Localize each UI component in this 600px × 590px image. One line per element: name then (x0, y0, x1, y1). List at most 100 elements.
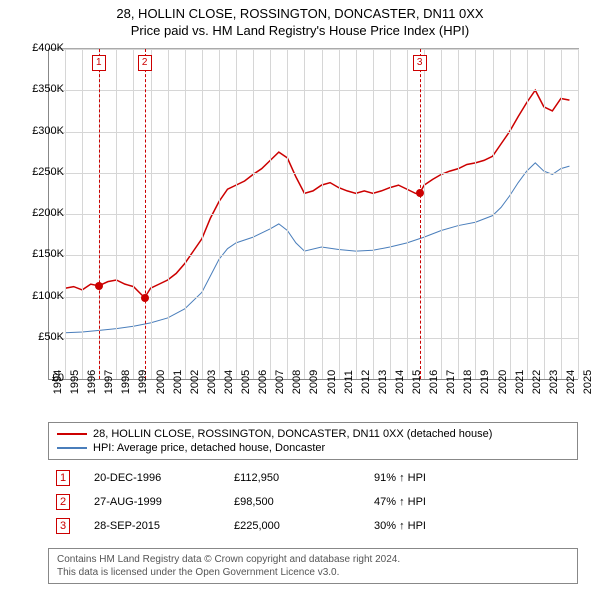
x-axis-label: 2024 (565, 370, 577, 394)
footer-line1: Contains HM Land Registry data © Crown c… (57, 553, 569, 566)
y-axis-label: £300K (4, 125, 64, 137)
gridline-v (493, 49, 494, 379)
legend-item: 28, HOLLIN CLOSE, ROSSINGTON, DONCASTER,… (57, 427, 569, 441)
legend-swatch (57, 447, 87, 449)
x-axis-label: 1994 (52, 370, 64, 394)
event-row-num: 3 (56, 518, 70, 534)
x-axis-label: 2012 (360, 370, 372, 394)
gridline-v (544, 49, 545, 379)
gridline-v (424, 49, 425, 379)
gridline-h (48, 132, 578, 133)
gridline-h (48, 49, 578, 50)
event-marker-box: 2 (138, 55, 152, 71)
gridline-v (287, 49, 288, 379)
y-axis-label: £50K (4, 331, 64, 343)
chart-title: 28, HOLLIN CLOSE, ROSSINGTON, DONCASTER,… (0, 0, 600, 40)
x-axis-label: 2015 (411, 370, 423, 394)
x-axis-label: 2004 (223, 370, 235, 394)
gridline-v (236, 49, 237, 379)
gridline-v (82, 49, 83, 379)
y-axis-label: £150K (4, 248, 64, 260)
y-axis-label: £400K (4, 42, 64, 54)
event-marker-dot (141, 294, 149, 302)
x-axis-label: 2002 (189, 370, 201, 394)
legend-label: 28, HOLLIN CLOSE, ROSSINGTON, DONCASTER,… (93, 428, 492, 440)
gridline-v (185, 49, 186, 379)
event-row-hpi: 47% ↑ HPI (374, 496, 514, 508)
gridline-v (561, 49, 562, 379)
gridline-h (48, 297, 578, 298)
gridline-v (475, 49, 476, 379)
title-line1: 28, HOLLIN CLOSE, ROSSINGTON, DONCASTER,… (0, 6, 600, 23)
event-row-hpi: 30% ↑ HPI (374, 520, 514, 532)
gridline-h (48, 173, 578, 174)
y-axis-label: £100K (4, 290, 64, 302)
event-marker-box: 3 (413, 55, 427, 71)
gridline-v (304, 49, 305, 379)
gridline-v (458, 49, 459, 379)
y-axis-label: £250K (4, 166, 64, 178)
plot-area: 1 2 3 (48, 48, 579, 379)
gridline-v (356, 49, 357, 379)
gridline-v (168, 49, 169, 379)
gridline-v (578, 49, 579, 379)
event-marker-line (145, 49, 146, 379)
events-table: 1 20-DEC-1996£112,95091% ↑ HPI 227-AUG-199… (48, 466, 578, 538)
x-axis-label: 1995 (69, 370, 81, 394)
x-axis-label: 2011 (343, 370, 355, 394)
gridline-v (116, 49, 117, 379)
x-axis-label: 1998 (120, 370, 132, 394)
chart-container: 28, HOLLIN CLOSE, ROSSINGTON, DONCASTER,… (0, 0, 600, 590)
event-marker-dot (95, 282, 103, 290)
event-row: 227-AUG-1999£98,50047% ↑ HPI (48, 490, 578, 514)
x-axis-label: 2016 (428, 370, 440, 394)
event-row: 1 20-DEC-1996£112,95091% ↑ HPI (48, 466, 578, 490)
gridline-v (373, 49, 374, 379)
legend-label: HPI: Average price, detached house, Donc… (93, 442, 325, 454)
x-axis-label: 2000 (155, 370, 167, 394)
event-row-num: 1 (56, 470, 70, 486)
x-axis-label: 1997 (103, 370, 115, 394)
x-axis-label: 2023 (548, 370, 560, 394)
event-marker-dot (416, 189, 424, 197)
gridline-v (219, 49, 220, 379)
gridline-h (48, 214, 578, 215)
gridline-v (527, 49, 528, 379)
x-axis-label: 2010 (326, 370, 338, 394)
gridline-v (270, 49, 271, 379)
event-row-hpi: 91% ↑ HPI (374, 472, 514, 484)
gridline-h (48, 255, 578, 256)
gridline-v (390, 49, 391, 379)
gridline-v (133, 49, 134, 379)
y-axis-label: £200K (4, 207, 64, 219)
event-row-num: 2 (56, 494, 70, 510)
x-axis-label: 2008 (291, 370, 303, 394)
y-axis-label: £350K (4, 83, 64, 95)
gridline-h (48, 338, 578, 339)
gridline-h (48, 90, 578, 91)
gridline-v (322, 49, 323, 379)
x-axis-label: 2018 (462, 370, 474, 394)
event-marker-line (99, 49, 100, 379)
event-row-date: 28-SEP-2015 (94, 520, 234, 532)
footer-line2: This data is licensed under the Open Gov… (57, 566, 569, 579)
x-axis-label: 2007 (274, 370, 286, 394)
x-axis-label: 1999 (137, 370, 149, 394)
series-line (65, 90, 569, 297)
x-axis-label: 2003 (206, 370, 218, 394)
gridline-v (339, 49, 340, 379)
event-marker-box: 1 (92, 55, 106, 71)
gridline-v (253, 49, 254, 379)
x-axis-label: 2009 (308, 370, 320, 394)
x-axis-label: 2019 (479, 370, 491, 394)
x-axis-label: 2020 (497, 370, 509, 394)
event-marker-line (420, 49, 421, 379)
gridline-v (202, 49, 203, 379)
event-row-date: 20-DEC-1996 (94, 472, 234, 484)
x-axis-label: 2021 (514, 370, 526, 394)
event-row-price: £112,950 (234, 472, 374, 484)
x-axis-label: 2006 (257, 370, 269, 394)
gridline-v (65, 49, 66, 379)
legend-item: HPI: Average price, detached house, Donc… (57, 441, 569, 455)
title-line2: Price paid vs. HM Land Registry's House … (0, 23, 600, 40)
